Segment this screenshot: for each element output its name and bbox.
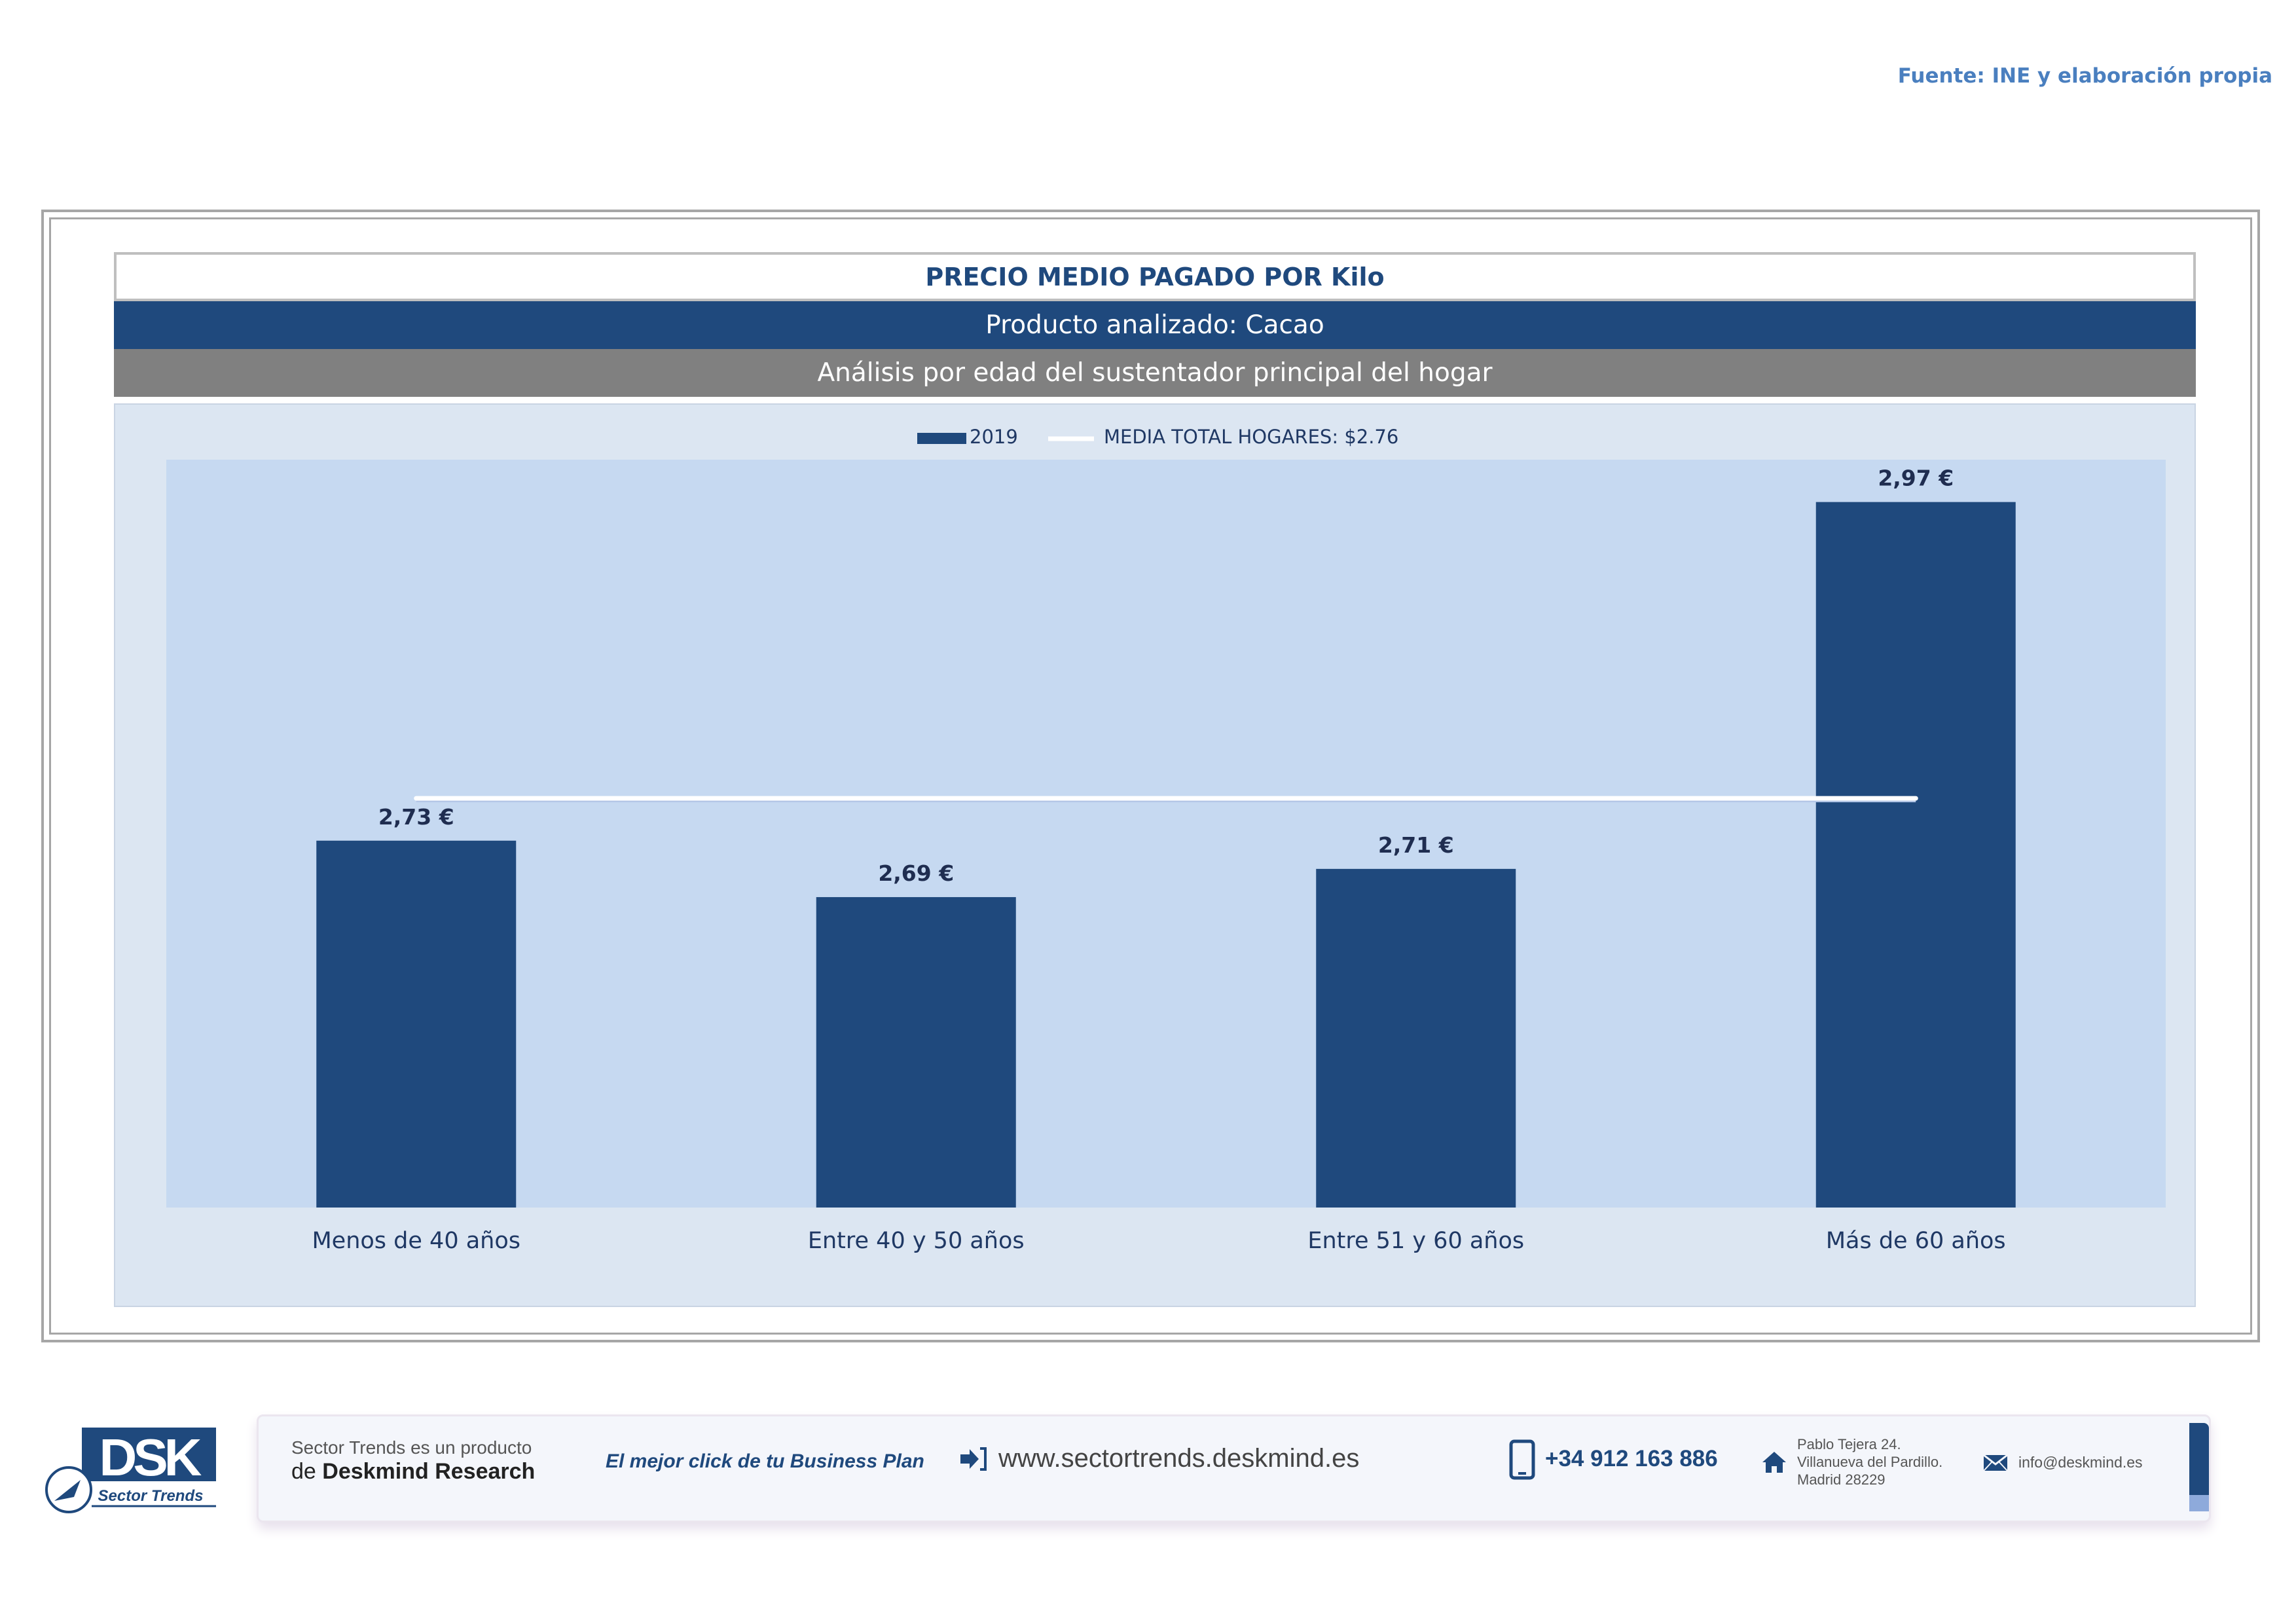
- data-label-2: 2,69 €: [878, 860, 954, 886]
- footer-slogan: El mejor click de tu Business Plan: [606, 1450, 924, 1472]
- chart-area: 2,73 € Menos de 40 años 2,69 € Entre 40 y 5…: [114, 403, 2196, 1307]
- analysis-subtitle: Análisis por edad del sustentador princi…: [114, 349, 2196, 397]
- footer-brand-prefix: de: [291, 1459, 323, 1484]
- bar-2: [816, 896, 1016, 1208]
- data-label-1: 2,73 €: [378, 804, 454, 830]
- bar-3: [1316, 868, 1516, 1208]
- bar-1: [316, 840, 517, 1208]
- address-line-3: Madrid 28229: [1797, 1471, 1886, 1488]
- inner-frame: [49, 217, 2252, 1335]
- footer-accent-strip-light: [2189, 1495, 2209, 1511]
- category-label-1: Menos de 40 años: [312, 1228, 520, 1254]
- footer-email-link[interactable]: info@deskmind.es: [2018, 1454, 2143, 1471]
- footer-product-line: Sector Trends es un producto: [291, 1437, 532, 1458]
- legend-label-2019: 2019: [970, 426, 1018, 448]
- address-line-2: Villanueva del Pardillo.: [1797, 1454, 1943, 1470]
- footer-phone: +34 912 163 886: [1545, 1446, 1718, 1471]
- logo-letters: DSK: [100, 1428, 202, 1486]
- source-note: Fuente: INE y elaboración propia: [1897, 64, 2272, 88]
- bar-chart: 2,73 € Menos de 40 años 2,69 € Entre 40 y 5…: [166, 426, 2166, 1254]
- footer-brand-name: Deskmind Research: [322, 1459, 536, 1484]
- product-subtitle: Producto analizado: Cacao: [114, 301, 2196, 349]
- logo-caption: Sector Trends: [98, 1487, 204, 1505]
- home-icon: [1762, 1452, 1786, 1473]
- category-label-2: Entre 40 y 50 años: [808, 1228, 1025, 1254]
- footer-address: Pablo Tejera 24. Villanueva del Pardillo…: [1797, 1435, 1942, 1488]
- data-label-3: 2,71 €: [1378, 832, 1454, 858]
- login-arrow-icon: [960, 1447, 987, 1471]
- footer-brand: de Deskmind Research: [291, 1459, 535, 1485]
- mail-icon: [1983, 1454, 2008, 1471]
- footer-banner: [257, 1414, 2211, 1522]
- legend-label-media: MEDIA TOTAL HOGARES: $2.76: [1104, 426, 1398, 448]
- dsk-logo: DSK Sector Trends: [45, 1428, 216, 1513]
- legend-swatch-2019: [917, 433, 966, 444]
- outer-frame: [41, 210, 2260, 1342]
- category-label-4: Más de 60 años: [1826, 1228, 2006, 1254]
- bar-4: [1815, 502, 2016, 1208]
- footer-website-link[interactable]: www.sectortrends.deskmind.es: [998, 1444, 1360, 1473]
- chart-title: PRECIO MEDIO PAGADO POR Kilo: [114, 252, 2196, 301]
- phone-icon: [1509, 1439, 1535, 1480]
- data-label-4: 2,97 €: [1878, 466, 1954, 491]
- address-line-1: Pablo Tejera 24.: [1797, 1436, 1901, 1452]
- category-label-3: Entre 51 y 60 años: [1307, 1228, 1524, 1254]
